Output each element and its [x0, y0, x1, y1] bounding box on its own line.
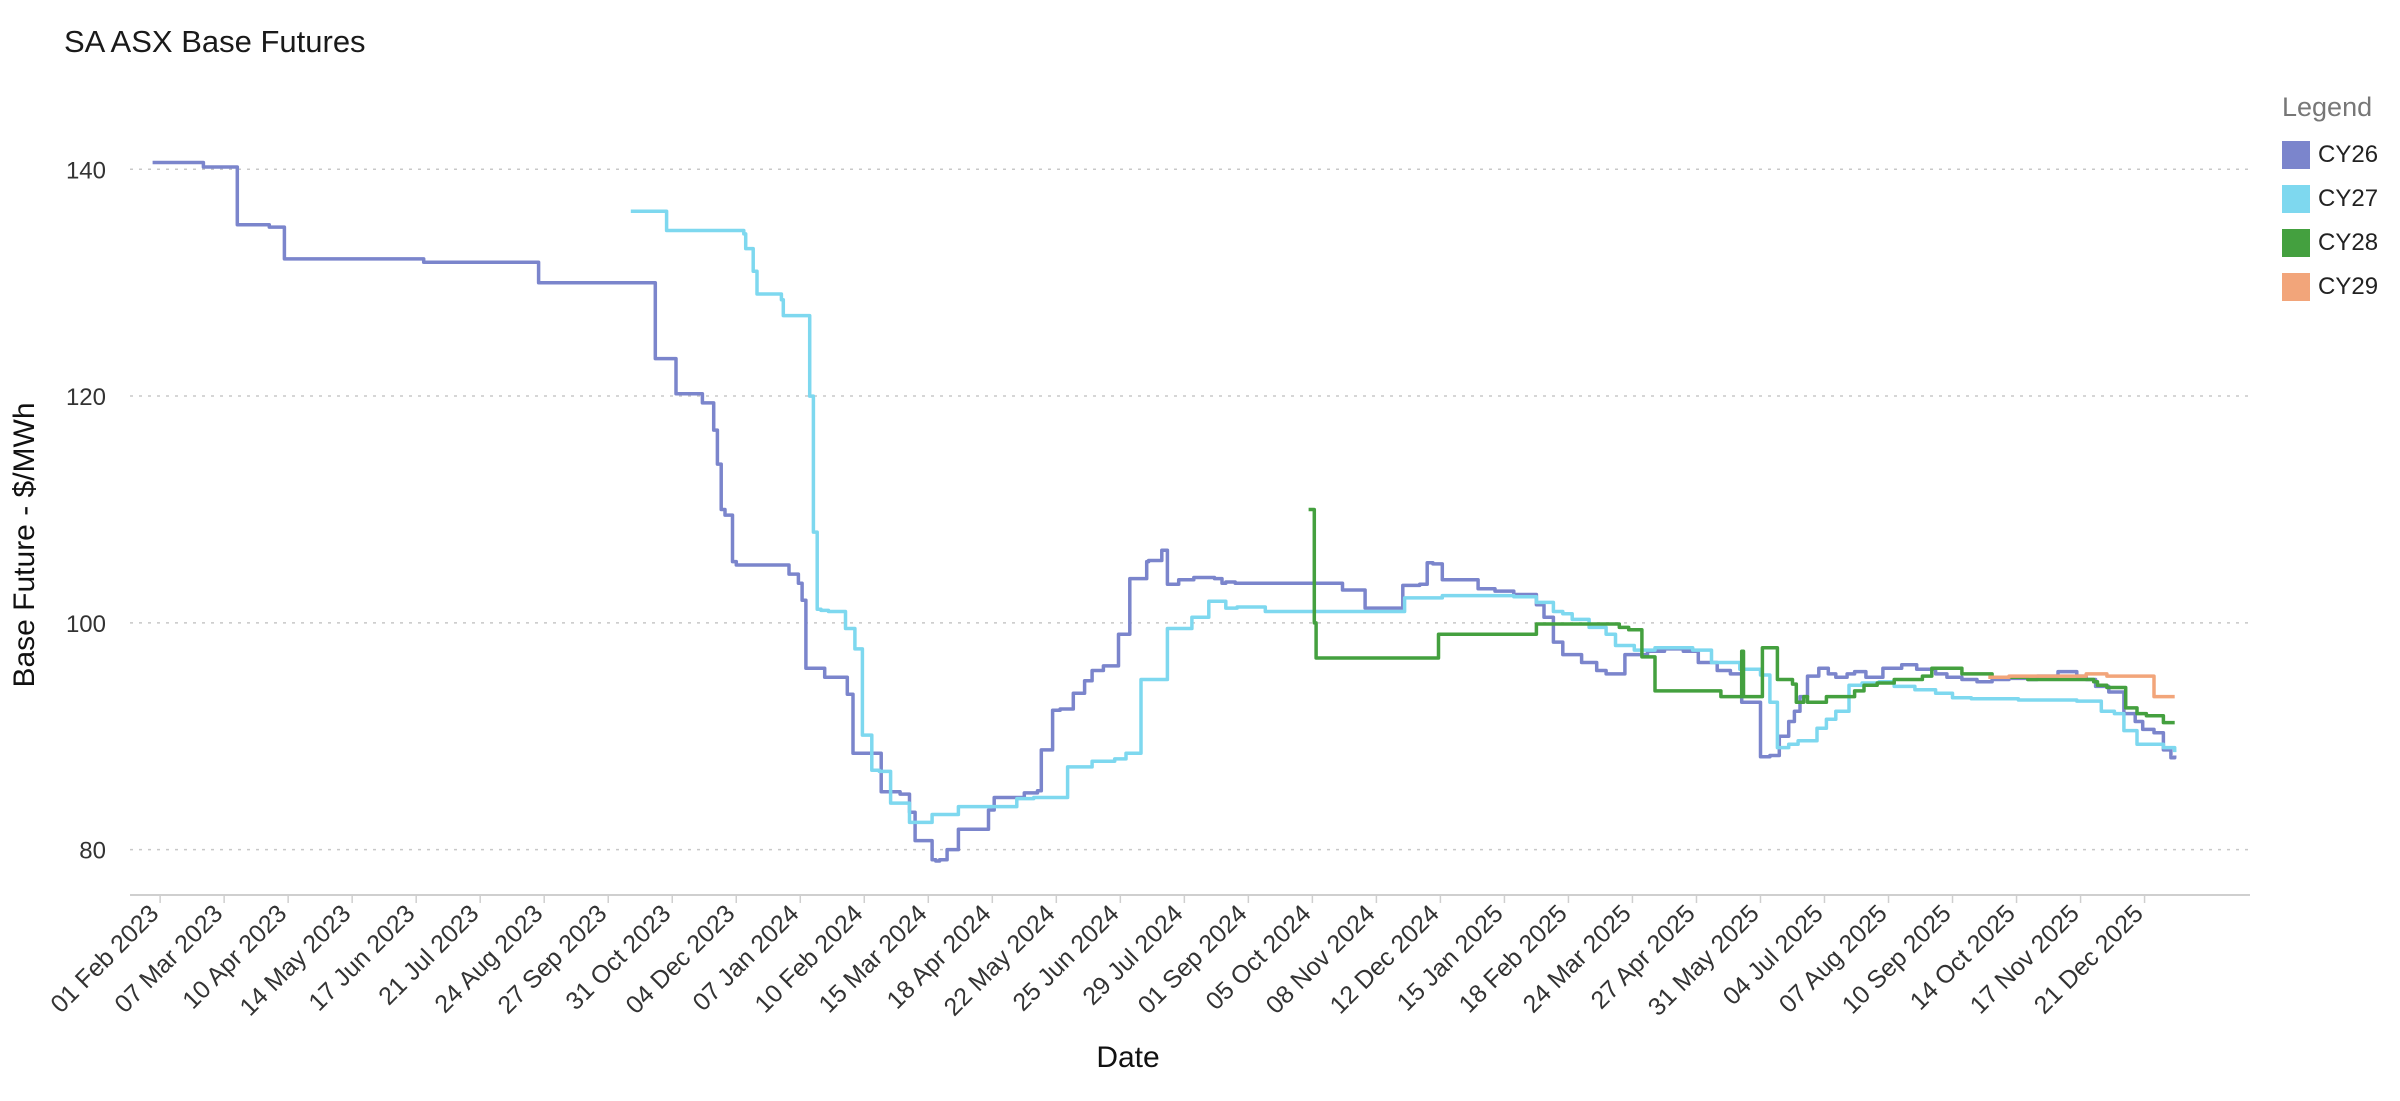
series-lines — [152, 160, 2177, 863]
legend-item-cy27[interactable]: CY27 — [2282, 177, 2378, 221]
x-axis-label: Date — [1096, 1041, 1160, 1074]
series-line-cy28 — [1308, 507, 2175, 725]
legend-item-cy28[interactable]: CY28 — [2282, 221, 2378, 265]
legend-swatch — [2282, 229, 2310, 257]
x-tick-label: 14 May 2023 — [234, 899, 356, 1021]
legend-item-cy26[interactable]: CY26 — [2282, 133, 2378, 177]
legend-label: CY26 — [2318, 141, 2379, 168]
legend-swatch — [2282, 185, 2310, 213]
series-line-cy29 — [1988, 672, 2175, 699]
legend-swatch — [2282, 141, 2310, 169]
axes — [130, 894, 2250, 903]
gridlines — [130, 168, 2250, 851]
legend-item-cy29[interactable]: CY29 — [2282, 265, 2378, 309]
legend-label: CY27 — [2318, 185, 2379, 212]
legend-title: Legend — [2282, 92, 2373, 122]
x-tick-label: 31 May 2025 — [1643, 899, 1765, 1021]
y-axis-label: Base Future - $/MWh — [8, 402, 41, 688]
legend-label: CY28 — [2318, 229, 2379, 256]
y-tick-label: 100 — [66, 611, 106, 638]
chart-title: SA ASX Base Futures — [64, 24, 366, 59]
x-tick-label: 22 May 2024 — [939, 899, 1061, 1021]
legend-items: CY26 CY27 CY28 CY29 — [2282, 133, 2378, 309]
legend-swatch — [2282, 273, 2310, 301]
y-tick-label: 140 — [66, 157, 106, 184]
y-tick-label: 80 — [79, 838, 106, 865]
y-tick-label: 120 — [66, 384, 106, 411]
legend-label: CY29 — [2318, 273, 2379, 300]
series-line-cy26 — [152, 160, 2177, 863]
series-line-cy27 — [630, 209, 2177, 825]
legend: Legend CY26 CY27 CY28 CY29 — [2282, 92, 2378, 309]
